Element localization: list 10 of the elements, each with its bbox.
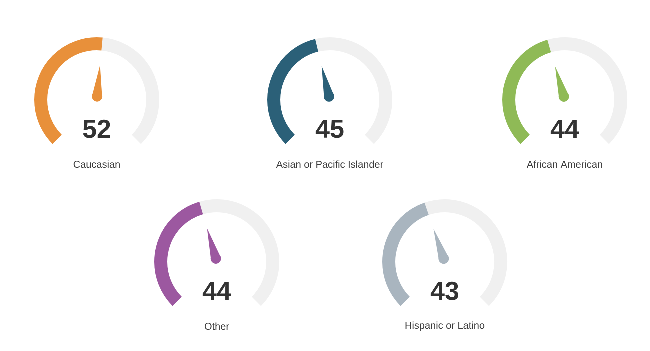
category-label: Other [204, 322, 230, 330]
data-label: 43 [430, 282, 459, 300]
data-label: 44 [202, 282, 232, 300]
category-label: African American [526, 160, 602, 168]
category-label: Hispanic or Latino [406, 322, 485, 332]
data-label: 45 [316, 120, 344, 138]
category-label: Caucasian [74, 160, 120, 168]
data-label: 52 [83, 120, 110, 138]
category-label: Asian or Pacific Islander [276, 160, 384, 168]
data-label: 44 [550, 120, 580, 138]
